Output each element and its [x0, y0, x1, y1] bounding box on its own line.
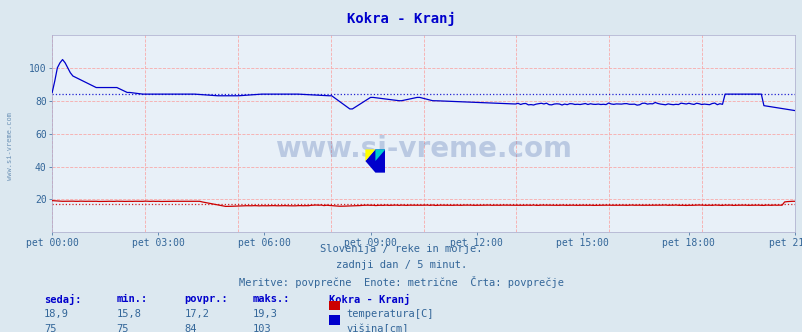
Text: 18,9: 18,9 [44, 309, 69, 319]
Text: Meritve: povprečne  Enote: metrične  Črta: povprečje: Meritve: povprečne Enote: metrične Črta:… [239, 276, 563, 288]
Text: 15,8: 15,8 [116, 309, 141, 319]
Text: 17,2: 17,2 [184, 309, 209, 319]
Text: temperatura[C]: temperatura[C] [346, 309, 433, 319]
Text: 19,3: 19,3 [253, 309, 277, 319]
Text: min.:: min.: [116, 294, 148, 304]
Text: zadnji dan / 5 minut.: zadnji dan / 5 minut. [335, 260, 467, 270]
Text: 84: 84 [184, 324, 197, 332]
Polygon shape [365, 149, 385, 173]
Text: sedaj:: sedaj: [44, 294, 82, 305]
Polygon shape [365, 149, 375, 161]
Text: Kokra - Kranj: Kokra - Kranj [329, 294, 410, 305]
Text: 75: 75 [44, 324, 57, 332]
Text: www.si-vreme.com: www.si-vreme.com [7, 112, 14, 180]
Text: povpr.:: povpr.: [184, 294, 228, 304]
Text: maks.:: maks.: [253, 294, 290, 304]
Text: Kokra - Kranj: Kokra - Kranj [346, 12, 456, 26]
Polygon shape [375, 149, 385, 161]
Text: 75: 75 [116, 324, 129, 332]
Text: www.si-vreme.com: www.si-vreme.com [275, 135, 571, 163]
Text: Slovenija / reke in morje.: Slovenija / reke in morje. [320, 244, 482, 254]
Text: 103: 103 [253, 324, 271, 332]
Text: višina[cm]: višina[cm] [346, 324, 408, 332]
